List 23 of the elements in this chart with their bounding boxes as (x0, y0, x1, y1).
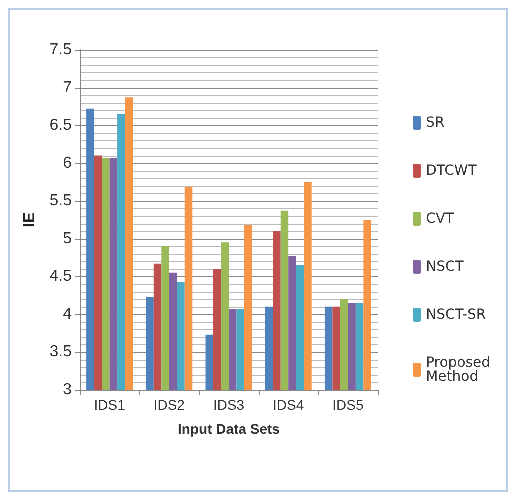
legend-label: NSCT (426, 259, 464, 275)
y-tick-label: 7 (63, 79, 72, 96)
y-tick-label: 7.5 (50, 42, 72, 58)
x-axis-title: Input Data Sets (178, 421, 280, 437)
x-tick-label: IDS4 (273, 397, 304, 413)
x-tick-label: IDS5 (332, 397, 364, 413)
legend-label: Proposed Method (426, 355, 495, 385)
legend-label: SR (426, 115, 445, 131)
y-tick-label: 3 (63, 382, 72, 398)
y-tick-label: 4 (63, 306, 72, 323)
y-tick-label: 5.5 (50, 192, 72, 210)
x-tick-label: IDS1 (94, 397, 126, 413)
y-tick-label: 6 (63, 154, 72, 172)
x-tick-label: IDS3 (213, 397, 245, 413)
legend-label: DTCWT (426, 163, 478, 179)
y-axis-title: IE (22, 212, 38, 228)
legend-label: CVT (426, 211, 454, 227)
x-tick-label: IDS2 (154, 397, 186, 413)
y-tick-label: 6.5 (50, 117, 72, 134)
y-tick-label: 4.5 (50, 268, 72, 286)
y-tick-label: 3.5 (50, 344, 72, 361)
y-tick-label: 5 (63, 230, 72, 248)
legend-label: NSCT-SR (426, 307, 486, 323)
